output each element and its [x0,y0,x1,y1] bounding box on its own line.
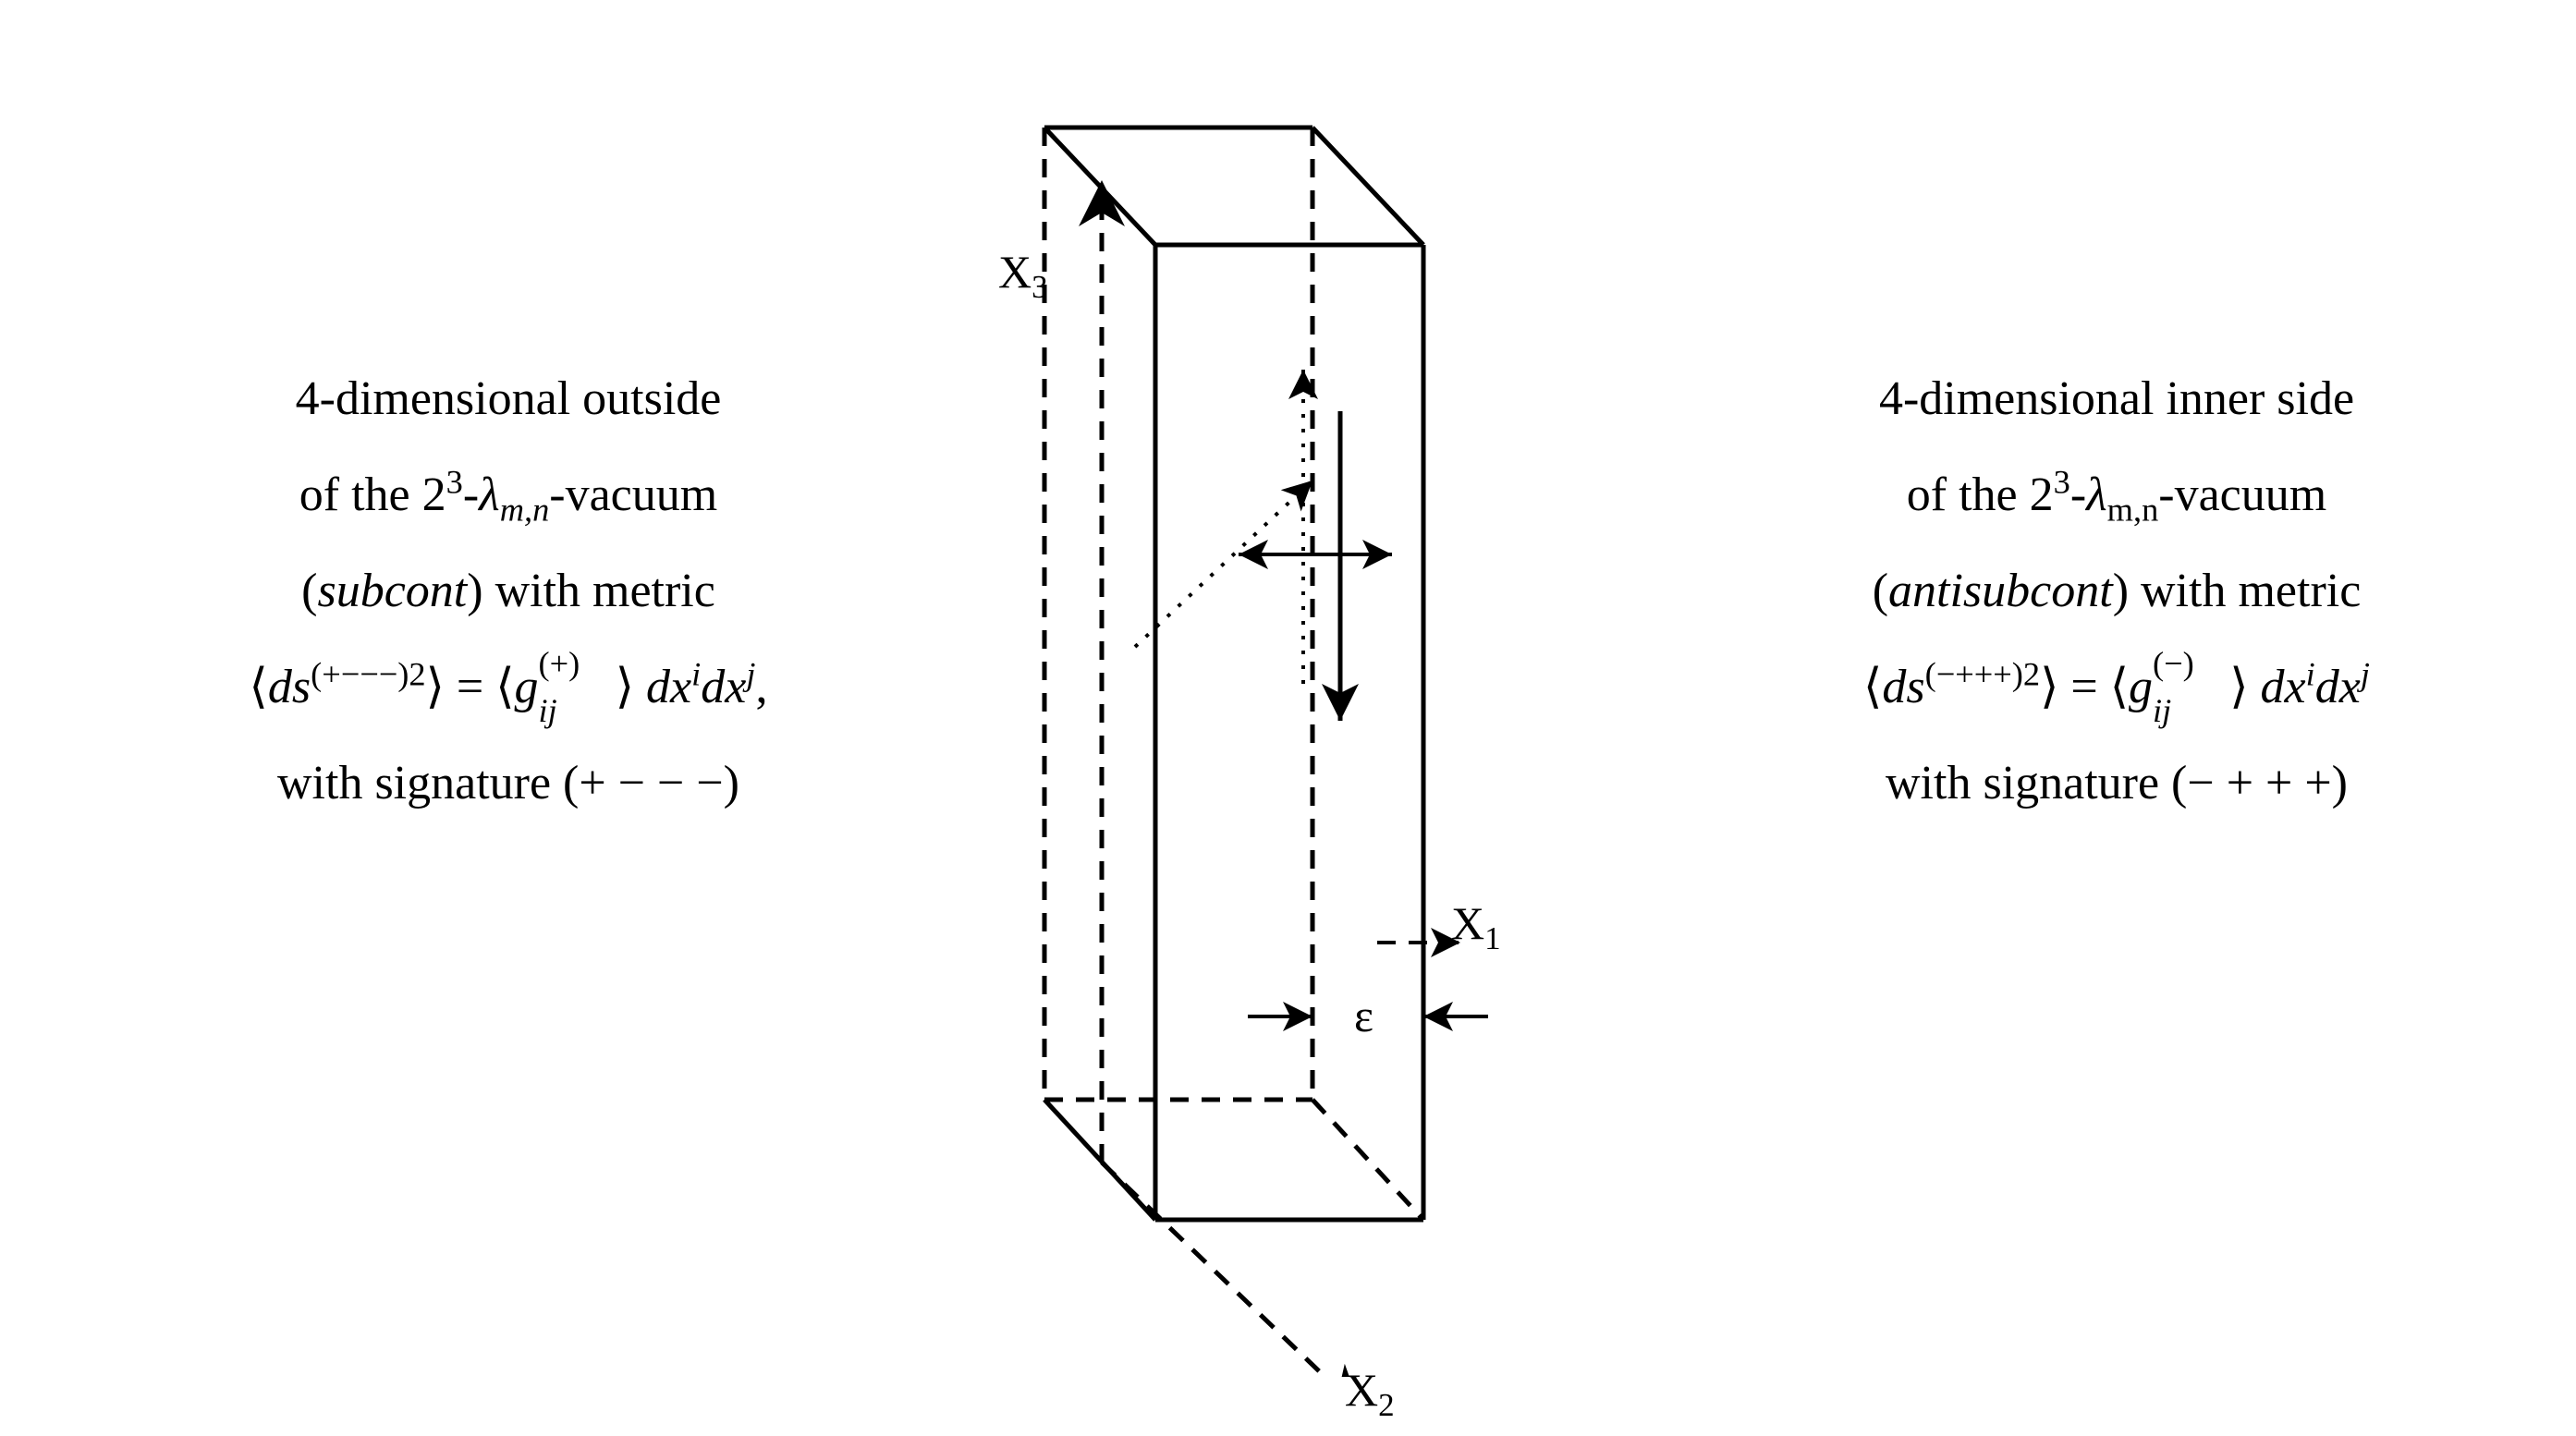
diagram-area: X3 X1 X2 ε [971,37,1618,1377]
right-text-block: 4-dimensional inner side of the 23-λm,n-… [1654,351,2576,832]
left-line3: (subcont) with metric [46,543,971,639]
right-line3: (antisubcont) with metric [1654,543,2576,639]
right-line1: 4-dimensional inner side [1654,351,2576,447]
right-line5: with signature (− + + +) [1654,736,2576,832]
epsilon-label: ε [1354,989,1373,1042]
right-line2: of the 23-λm,n-vacuum [1654,447,2576,543]
slab-diagram [971,37,1618,1377]
left-line2: of the 23-λm,n-vacuum [46,447,971,543]
left-text-block: 4-dimensional outside of the 23-λm,n-vac… [46,351,971,832]
x3-label: X3 [998,245,1048,306]
left-line4: ⟨ds(+−−−)2⟩ = ⟨g(+)ij⟩ dxidxj, [46,639,971,736]
right-line4: ⟨ds(−+++)2⟩ = ⟨g(−)ij⟩ dxidxj [1654,639,2576,736]
left-line5: with signature (+ − − −) [46,736,971,832]
x1-label: X1 [1451,896,1501,957]
x2-label: X2 [1345,1363,1395,1424]
left-line1: 4-dimensional outside [46,351,971,447]
